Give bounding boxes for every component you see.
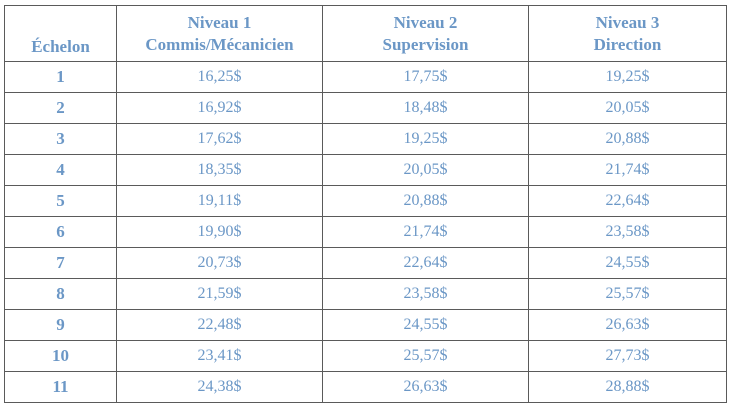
echelon-cell: 8: [4, 278, 117, 310]
table-row: 3 17,62$ 19,25$ 20,88$: [4, 123, 727, 155]
header-niveau-3-title: Niveau 3: [595, 12, 660, 32]
niveau-1-cell: 22,48$: [116, 309, 323, 341]
echelon-cell: 3: [4, 123, 117, 155]
table-row: 8 21,59$ 23,58$ 25,57$: [4, 278, 727, 310]
niveau-3-cell: 19,25$: [528, 61, 727, 93]
table-row: 7 20,73$ 22,64$ 24,55$: [4, 247, 727, 279]
table-row: 11 24,38$ 26,63$ 28,88$: [4, 371, 727, 403]
niveau-2-cell: 22,64$: [322, 247, 529, 279]
niveau-2-cell: 24,55$: [322, 309, 529, 341]
header-niveau-2-title: Niveau 2: [393, 12, 458, 32]
niveau-1-cell: 20,73$: [116, 247, 323, 279]
echelon-cell: 6: [4, 216, 117, 248]
niveau-3-cell: 20,88$: [528, 123, 727, 155]
header-echelon-label: Échelon: [31, 37, 90, 56]
niveau-2-cell: 17,75$: [322, 61, 529, 93]
table-row: 10 23,41$ 25,57$ 27,73$: [4, 340, 727, 372]
niveau-2-cell: 25,57$: [322, 340, 529, 372]
niveau-1-cell: 19,11$: [116, 185, 323, 217]
niveau-2-cell: 26,63$: [322, 371, 529, 403]
table-row: 6 19,90$ 21,74$ 23,58$: [4, 216, 727, 248]
table-body: 1 16,25$ 17,75$ 19,25$ 2 16,92$ 18,48$ 2…: [4, 61, 727, 403]
header-niveau-3: Niveau 3 Direction: [528, 5, 727, 62]
niveau-1-cell: 19,90$: [116, 216, 323, 248]
niveau-2-cell: 18,48$: [322, 92, 529, 124]
niveau-3-cell: 23,58$: [528, 216, 727, 248]
niveau-1-cell: 18,35$: [116, 154, 323, 186]
niveau-3-cell: 26,63$: [528, 309, 727, 341]
niveau-3-cell: 28,88$: [528, 371, 727, 403]
header-niveau-3-subtitle: Direction: [593, 34, 662, 54]
niveau-3-cell: 22,64$: [528, 185, 727, 217]
niveau-1-cell: 16,92$: [116, 92, 323, 124]
niveau-2-cell: 21,74$: [322, 216, 529, 248]
niveau-3-cell: 25,57$: [528, 278, 727, 310]
niveau-3-cell: 27,73$: [528, 340, 727, 372]
table-header: Échelon Niveau 1 Commis/Mécanicien Nivea…: [4, 5, 727, 62]
echelon-cell: 2: [4, 92, 117, 124]
niveau-3-cell: 24,55$: [528, 247, 727, 279]
table-row: 9 22,48$ 24,55$ 26,63$: [4, 309, 727, 341]
table-row: 5 19,11$ 20,88$ 22,64$: [4, 185, 727, 217]
salary-scale-table: Échelon Niveau 1 Commis/Mécanicien Nivea…: [4, 5, 727, 403]
niveau-1-cell: 23,41$: [116, 340, 323, 372]
header-niveau-2-subtitle: Supervision: [382, 34, 469, 54]
header-niveau-1-title: Niveau 1: [187, 12, 252, 32]
niveau-3-cell: 21,74$: [528, 154, 727, 186]
echelon-cell: 9: [4, 309, 117, 341]
header-niveau-1-subtitle: Commis/Mécanicien: [145, 34, 294, 54]
niveau-1-cell: 17,62$: [116, 123, 323, 155]
table-row: 1 16,25$ 17,75$ 19,25$: [4, 61, 727, 93]
echelon-cell: 10: [4, 340, 117, 372]
table-row: 4 18,35$ 20,05$ 21,74$: [4, 154, 727, 186]
niveau-1-cell: 24,38$: [116, 371, 323, 403]
niveau-1-cell: 16,25$: [116, 61, 323, 93]
niveau-2-cell: 19,25$: [322, 123, 529, 155]
niveau-2-cell: 20,05$: [322, 154, 529, 186]
echelon-cell: 11: [4, 371, 117, 403]
table-row: 2 16,92$ 18,48$ 20,05$: [4, 92, 727, 124]
echelon-cell: 5: [4, 185, 117, 217]
niveau-1-cell: 21,59$: [116, 278, 323, 310]
echelon-cell: 7: [4, 247, 117, 279]
header-row: Échelon Niveau 1 Commis/Mécanicien Nivea…: [4, 5, 727, 62]
niveau-2-cell: 23,58$: [322, 278, 529, 310]
niveau-3-cell: 20,05$: [528, 92, 727, 124]
header-niveau-1: Niveau 1 Commis/Mécanicien: [116, 5, 323, 62]
echelon-cell: 1: [4, 61, 117, 93]
header-echelon: Échelon: [4, 5, 117, 62]
header-niveau-2: Niveau 2 Supervision: [322, 5, 529, 62]
echelon-cell: 4: [4, 154, 117, 186]
niveau-2-cell: 20,88$: [322, 185, 529, 217]
